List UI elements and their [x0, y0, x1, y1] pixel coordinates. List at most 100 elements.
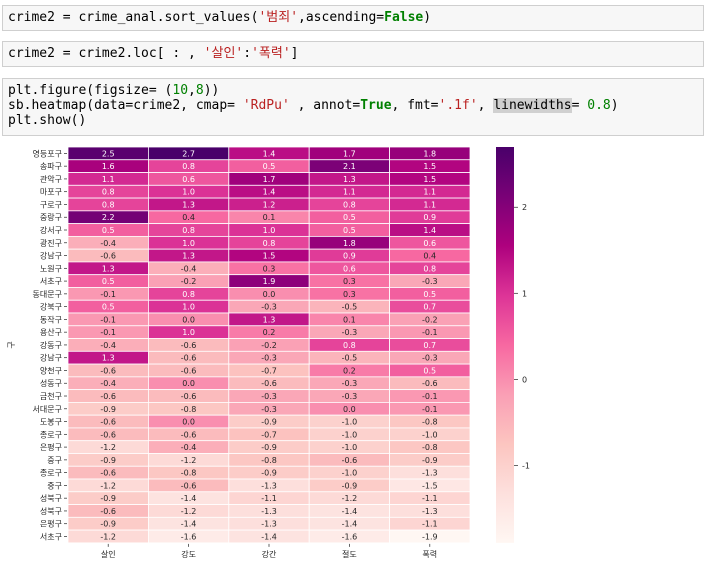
row-tick-label: 중랑구: [40, 212, 62, 222]
cell-annotation: -1.4: [181, 494, 197, 503]
cell-annotation: 0.3: [343, 290, 356, 299]
cell-annotation: 1.1: [423, 188, 436, 197]
cell-annotation: 0.6: [423, 239, 436, 248]
row-tick-label: 성동구: [40, 379, 62, 388]
cell-annotation: -0.8: [181, 405, 197, 414]
cell-annotation: 0.4: [182, 213, 195, 222]
cell-annotation: -1.9: [422, 532, 438, 541]
colorbar-tick-label: 0: [522, 375, 527, 384]
cell-annotation: -0.9: [100, 456, 116, 465]
cell-annotation: 0.9: [423, 213, 436, 222]
cell-annotation: -0.4: [181, 264, 197, 273]
cell-annotation: 0.1: [263, 213, 276, 222]
cell-annotation: -0.4: [100, 341, 116, 350]
row-tick-label: 도봉구: [40, 418, 62, 427]
cell-annotation: -1.6: [342, 532, 358, 541]
cell-annotation: 0.8: [423, 264, 436, 273]
cell-annotation: 0.5: [423, 366, 436, 375]
code-token: ,ascending=: [298, 10, 385, 25]
cell-annotation: -0.6: [342, 456, 358, 465]
cell-annotation: -1.4: [342, 507, 358, 516]
code-token: '범죄': [258, 10, 299, 25]
heatmap-cell: [389, 529, 471, 544]
cell-annotation: -0.4: [100, 379, 116, 388]
cell-annotation: -1.6: [181, 532, 197, 541]
cell-annotation: -0.3: [422, 277, 438, 286]
row-tick-label: 은평구: [40, 442, 62, 452]
cell-annotation: -0.6: [100, 469, 116, 478]
cell-annotation: 0.9: [343, 252, 356, 261]
cell-annotation: 1.4: [423, 226, 436, 235]
cell-annotation: -0.6: [181, 481, 197, 490]
cell-annotation: -1.0: [422, 430, 438, 439]
cell-annotation: -0.1: [100, 290, 116, 299]
row-tick-label: 중구: [47, 481, 62, 490]
cell-annotation: -0.3: [342, 328, 358, 337]
row-tick-label: 강남구: [40, 353, 62, 363]
cell-annotation: -0.6: [100, 252, 116, 261]
code-cell-2[interactable]: crime2 = crime2.loc[ : , '살인':'폭력']: [2, 41, 704, 67]
cell-annotation: 1.3: [343, 175, 356, 184]
row-tick-label: 노원구: [40, 264, 62, 273]
cell-annotation: 1.4: [263, 188, 276, 197]
cell-annotation: -1.4: [181, 520, 197, 529]
cell-annotation: 1.7: [263, 175, 276, 184]
cell-annotation: 0.8: [343, 200, 356, 209]
cell-annotation: 0.0: [182, 315, 195, 324]
cell-annotation: 1.0: [182, 303, 195, 312]
row-tick-label: 광진구: [40, 238, 62, 248]
cell-annotation: 0.8: [263, 239, 276, 248]
row-tick-label: 영등포구: [33, 148, 62, 158]
cell-annotation: 0.6: [182, 175, 195, 184]
code-cell-1[interactable]: crime2 = crime_anal.sort_values('범죄',asc…: [2, 5, 704, 31]
cell-annotation: 0.5: [102, 277, 115, 286]
cell-annotation: -1.2: [100, 532, 116, 541]
cell-annotation: 0.8: [182, 162, 195, 171]
row-tick-label: 금천구: [40, 391, 62, 401]
cell-annotation: -0.9: [100, 520, 116, 529]
cell-annotation: 0.8: [343, 341, 356, 350]
cell-annotation: 0.2: [263, 328, 276, 337]
cell-annotation: -0.3: [342, 379, 358, 388]
row-tick-label: 강서구: [40, 225, 62, 235]
cell-annotation: 1.5: [263, 252, 276, 261]
cell-annotation: -0.9: [261, 418, 277, 427]
colorbar-tick-label: 1: [522, 289, 527, 298]
code-cell-3[interactable]: plt.figure(figsize= (10,8)) sb.heatmap(d…: [2, 78, 704, 136]
cell-annotation: -1.1: [422, 494, 438, 503]
cell-annotation: -0.1: [100, 328, 116, 337]
code-token: 8: [195, 83, 204, 98]
cell-annotation: -0.1: [422, 405, 438, 414]
row-tick-label: 종로구: [40, 469, 62, 478]
cell-annotation: 0.5: [102, 303, 115, 312]
cell-annotation: -0.3: [261, 392, 277, 401]
cell-annotation: -1.0: [342, 418, 358, 427]
cell-annotation: 1.1: [102, 175, 115, 184]
cell-annotation: 1.0: [263, 226, 276, 235]
cell-annotation: 1.2: [263, 200, 276, 209]
code-token: '.1f': [438, 98, 478, 113]
row-tick-label: 종로구: [40, 430, 62, 439]
row-tick-label: 마포구: [40, 188, 62, 197]
cell-annotation: 0.6: [343, 264, 356, 273]
code-token: False: [384, 10, 424, 25]
cell-annotation: -0.6: [100, 418, 116, 427]
cell-annotation: 0.8: [182, 290, 195, 299]
cell-annotation: -0.5: [342, 303, 358, 312]
cell-annotation: -0.6: [181, 366, 197, 375]
cell-annotation: -0.8: [261, 456, 277, 465]
heatmap-chart: 2.5 2.7 1.4 1.7 1.8 1.6 0.8 0.5 2.1 1.5 1.1 0.6 1.7 1…: [7, 146, 530, 559]
row-tick-label: 구로구: [40, 200, 62, 209]
cell-annotation: -1.1: [261, 494, 277, 503]
cell-annotation: -0.1: [422, 328, 438, 337]
row-tick-label: 서초구: [40, 532, 62, 541]
cell-annotation: 0.7: [423, 303, 436, 312]
cell-annotation: 1.0: [182, 188, 195, 197]
code-token: '살인': [203, 46, 244, 61]
cell-annotation: 0.3: [343, 277, 356, 286]
cell-annotation: -1.0: [342, 469, 358, 478]
column-tick-label: 강간: [262, 549, 277, 559]
code-token: crime2 = crime_anal.sort_values(: [8, 10, 259, 25]
cell-annotation: -0.6: [100, 392, 116, 401]
code-token: ,: [477, 98, 494, 113]
